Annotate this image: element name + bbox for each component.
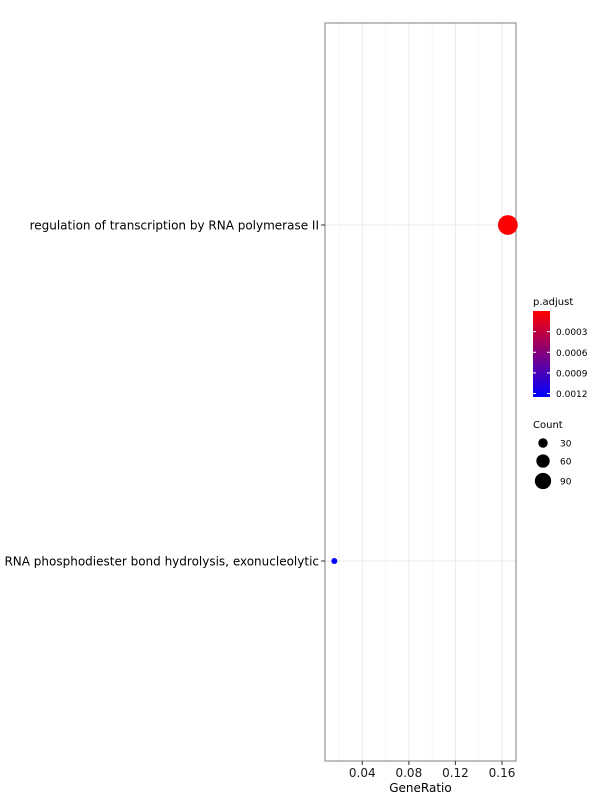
y-axis: regulation of transcription by RNA polym… — [4, 219, 325, 569]
size-legend-title: Count — [533, 420, 563, 431]
x-tick-label: 0.04 — [349, 766, 376, 780]
x-axis-title: GeneRatio — [389, 781, 451, 795]
category-label: RNA phosphodiester bond hydrolysis, exon… — [4, 555, 319, 569]
size-legend-dot — [536, 454, 550, 468]
x-tick-label: 0.16 — [489, 766, 516, 780]
panel-background — [325, 23, 516, 761]
x-tick-label: 0.12 — [442, 766, 469, 780]
color-legend-label: 0.0003 — [556, 328, 588, 338]
size-legend: Count 30 60 90 — [533, 420, 572, 490]
color-legend-label: 0.0006 — [556, 349, 588, 359]
grid-lines — [325, 23, 516, 761]
x-tick-label: 0.08 — [395, 766, 422, 780]
size-legend-dot — [538, 438, 548, 448]
color-legend-label: 0.0012 — [556, 390, 588, 400]
color-legend-label: 0.0009 — [556, 369, 588, 379]
data-point — [331, 558, 338, 564]
data-point — [497, 215, 518, 235]
panel-border — [324, 22, 517, 762]
size-legend-dot — [534, 472, 552, 490]
category-label: regulation of transcription by RNA polym… — [30, 219, 319, 233]
color-legend: p.adjust 0.0003 0.0006 0.0009 0.0012 — [533, 297, 588, 400]
size-legend-label: 30 — [560, 440, 572, 450]
x-axis: 0.04 0.08 0.12 0.16 — [349, 761, 515, 780]
color-legend-title: p.adjust — [533, 297, 573, 308]
data-points — [331, 215, 518, 564]
size-legend-label: 90 — [560, 478, 572, 488]
size-legend-label: 60 — [560, 458, 572, 468]
color-bar — [533, 311, 550, 397]
